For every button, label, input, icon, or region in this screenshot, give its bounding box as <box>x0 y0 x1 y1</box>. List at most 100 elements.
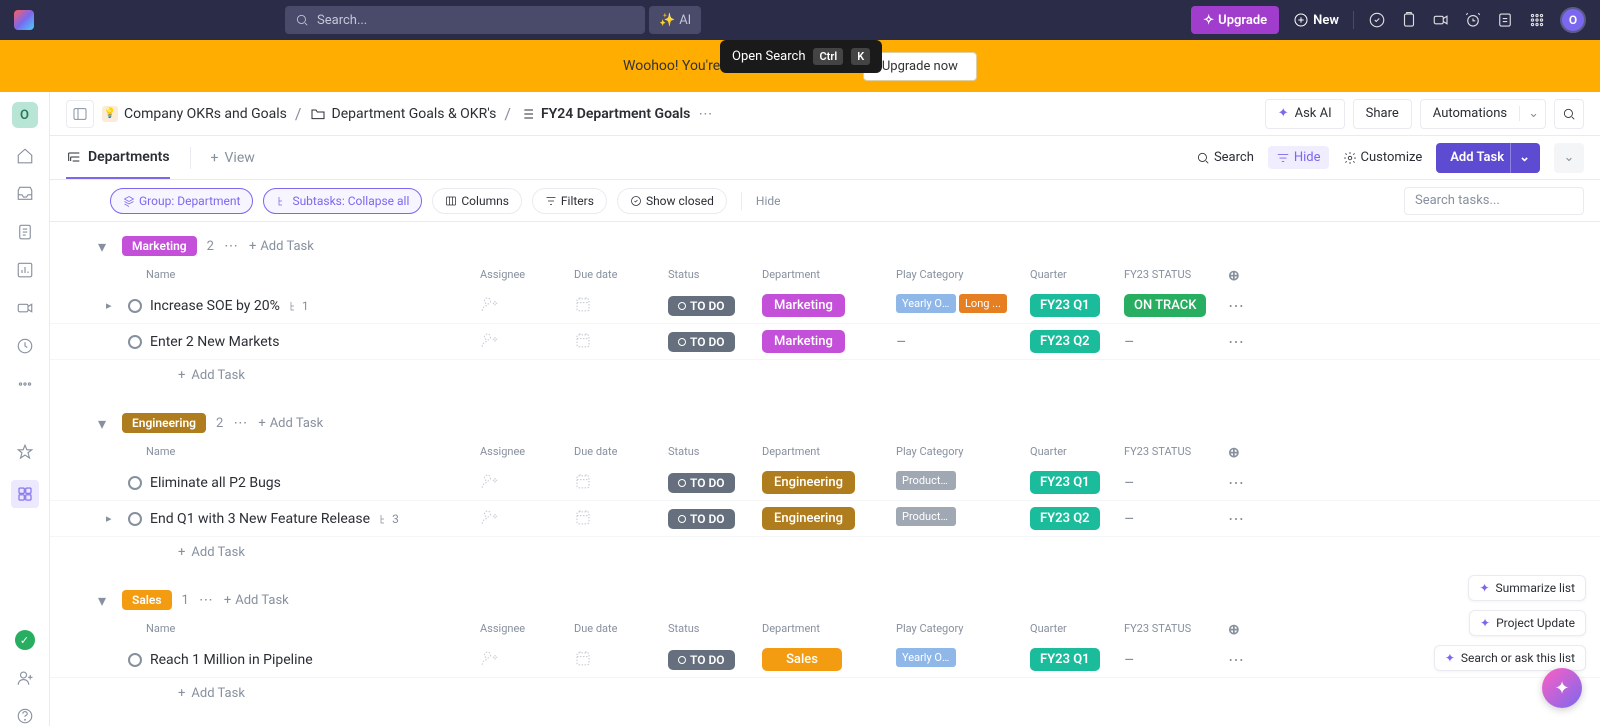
department-cell[interactable]: Marketing <box>762 294 892 317</box>
fy23-status-cell[interactable]: ON TRACK <box>1124 294 1224 317</box>
viewbar-search[interactable]: Search <box>1196 150 1254 165</box>
timesheets-icon[interactable] <box>15 336 35 356</box>
assignee-cell[interactable] <box>480 295 570 317</box>
ask-ai-button[interactable]: ✦Ask AI <box>1265 99 1345 129</box>
upgrade-button[interactable]: ✧ Upgrade <box>1191 6 1279 34</box>
task-row[interactable]: Enter 2 New Markets TO DO Marketing – FY… <box>50 324 1600 360</box>
col-fy23[interactable]: FY23 STATUS <box>1124 268 1224 284</box>
group-collapse-caret[interactable]: ▾ <box>98 237 112 256</box>
task-name[interactable]: Increase SOE by 20% <box>150 298 280 314</box>
col-assignee[interactable]: Assignee <box>480 268 570 284</box>
group-pill[interactable]: Group: Department <box>110 188 253 214</box>
add-task-button[interactable]: Add Task⌄ <box>1436 143 1540 173</box>
col-quarter[interactable]: Quarter <box>1030 445 1120 461</box>
col-department[interactable]: Department <box>762 622 892 638</box>
col-name[interactable]: Name <box>146 622 476 638</box>
col-quarter[interactable]: Quarter <box>1030 622 1120 638</box>
quarter-cell[interactable]: FY23 Q2 <box>1030 507 1120 530</box>
inbox-icon[interactable] <box>15 184 35 204</box>
view-tab-departments[interactable]: Departments <box>66 136 170 179</box>
row-more-icon[interactable]: ⋯ <box>1228 332 1268 351</box>
clipboard-icon[interactable] <box>1400 11 1418 29</box>
notepad-icon[interactable] <box>1496 11 1514 29</box>
assignee-cell[interactable] <box>480 331 570 353</box>
assignee-cell[interactable] <box>480 649 570 671</box>
collapse-all-button[interactable]: ⌄ <box>1554 143 1584 173</box>
col-quarter[interactable]: Quarter <box>1030 268 1120 284</box>
automations-button[interactable]: Automations⌄ <box>1420 99 1546 129</box>
due-date-cell[interactable] <box>574 508 664 530</box>
status-cell[interactable]: TO DO <box>668 295 758 316</box>
add-column-button[interactable]: ⊕ <box>1228 445 1268 461</box>
group-more-icon[interactable]: ⋯ <box>199 592 214 608</box>
expand-caret-icon[interactable]: ▸ <box>106 512 120 525</box>
row-more-icon[interactable]: ⋯ <box>1228 296 1268 315</box>
global-search[interactable]: Search... <box>285 6 645 34</box>
task-row[interactable]: Eliminate all P2 Bugs TO DO Engineering … <box>50 465 1600 501</box>
alarm-icon[interactable] <box>1464 11 1482 29</box>
columns-pill[interactable]: Columns <box>432 188 522 214</box>
play-category-cell[interactable]: Product Vision and ... <box>896 507 1026 530</box>
dashboards-icon[interactable] <box>15 260 35 280</box>
fy23-status-cell[interactable]: – <box>1124 509 1224 528</box>
status-cell[interactable]: TO DO <box>668 649 758 670</box>
play-category-cell[interactable]: Yearly OKR Sets <box>896 648 1026 671</box>
play-category-cell[interactable]: Yearly OK...Long ... <box>896 294 1026 317</box>
task-row[interactable]: ▸ Increase SOE by 20% 1 TO DO Marketing … <box>50 288 1600 324</box>
viewbar-customize[interactable]: Customize <box>1343 150 1423 165</box>
status-circle-icon[interactable] <box>128 512 142 526</box>
video-icon[interactable] <box>1432 11 1450 29</box>
play-tag[interactable]: Product Vision and ... <box>896 507 956 526</box>
add-view-button[interactable]: + View <box>211 136 255 179</box>
crumb-list[interactable]: FY24 Department Goals <box>519 106 690 122</box>
expand-caret-icon[interactable]: ▸ <box>106 299 120 312</box>
status-cell[interactable]: TO DO <box>668 331 758 352</box>
status-cell[interactable]: TO DO <box>668 508 758 529</box>
col-assignee[interactable]: Assignee <box>480 445 570 461</box>
add-column-button[interactable]: ⊕ <box>1228 622 1268 638</box>
user-avatar[interactable]: O <box>1560 7 1586 33</box>
fy23-status-cell[interactable]: – <box>1124 332 1224 351</box>
status-circle-icon[interactable] <box>128 299 142 313</box>
viewbar-hide[interactable]: Hide <box>1268 146 1329 169</box>
group-badge[interactable]: Sales <box>122 590 172 610</box>
col-due[interactable]: Due date <box>574 445 664 461</box>
add-task-row[interactable]: + Add Task <box>50 678 1600 709</box>
col-status[interactable]: Status <box>668 268 758 284</box>
department-cell[interactable]: Marketing <box>762 330 892 353</box>
status-circle-icon[interactable] <box>128 476 142 490</box>
quarter-cell[interactable]: FY23 Q1 <box>1030 471 1120 494</box>
play-tag[interactable]: Yearly OK... <box>896 294 956 313</box>
quarter-cell[interactable]: FY23 Q2 <box>1030 330 1120 353</box>
subtask-count[interactable]: 3 <box>378 512 399 526</box>
add-column-button[interactable]: ⊕ <box>1228 268 1268 284</box>
more-icon[interactable] <box>15 374 35 394</box>
group-add-task[interactable]: + Add Task <box>224 593 289 608</box>
col-fy23[interactable]: FY23 STATUS <box>1124 445 1224 461</box>
clips-icon[interactable] <box>15 298 35 318</box>
new-button[interactable]: New <box>1293 12 1339 28</box>
project-update-button[interactable]: ✦Project Update <box>1469 610 1586 636</box>
home-icon[interactable] <box>15 146 35 166</box>
task-row[interactable]: Reach 1 Million in Pipeline TO DO Sales … <box>50 642 1600 678</box>
sidebar-toggle[interactable] <box>66 100 94 128</box>
group-badge[interactable]: Marketing <box>122 236 197 256</box>
status-cell[interactable]: TO DO <box>668 472 758 493</box>
play-category-cell[interactable]: Product Vision and ... <box>896 471 1026 494</box>
col-name[interactable]: Name <box>146 445 476 461</box>
col-name[interactable]: Name <box>146 268 476 284</box>
task-name[interactable]: Enter 2 New Markets <box>150 334 279 350</box>
group-collapse-caret[interactable]: ▾ <box>98 591 112 610</box>
group-collapse-caret[interactable]: ▾ <box>98 414 112 433</box>
department-cell[interactable]: Sales <box>762 648 892 671</box>
due-date-cell[interactable] <box>574 331 664 353</box>
crumb-folder[interactable]: Department Goals & OKR's <box>310 106 497 122</box>
play-category-cell[interactable]: – <box>896 332 1026 351</box>
play-tag[interactable]: Yearly OKR Sets <box>896 648 956 667</box>
due-date-cell[interactable] <box>574 649 664 671</box>
quarter-cell[interactable]: FY23 Q1 <box>1030 648 1120 671</box>
invite-icon[interactable] <box>15 668 35 688</box>
star-icon[interactable] <box>15 442 35 462</box>
check-circle-icon[interactable] <box>1368 11 1386 29</box>
col-due[interactable]: Due date <box>574 622 664 638</box>
